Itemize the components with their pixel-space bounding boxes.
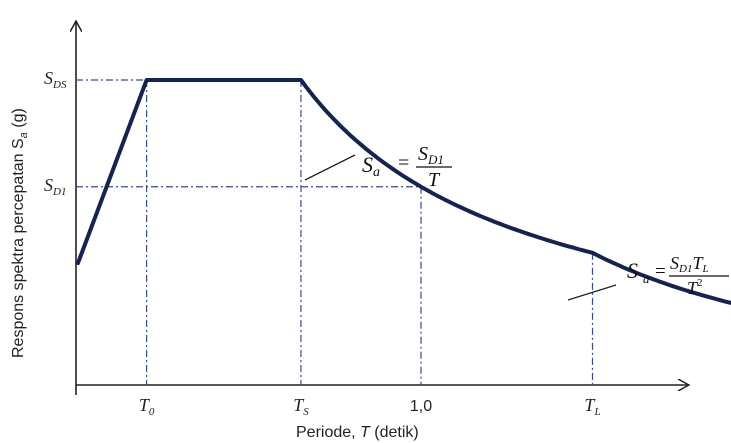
y-tick-label-sub-0: DS bbox=[52, 79, 67, 91]
annotation-mid-lhs-sub: a bbox=[373, 165, 380, 180]
x-tick-label-0: T0 bbox=[139, 395, 155, 418]
annotation-mid-den: T bbox=[428, 169, 441, 191]
x-axis-label: Periode, T (detik) bbox=[296, 424, 419, 441]
annotation-mid: Sa = SD1 T bbox=[362, 143, 452, 191]
y-tick-label-1: SD1 bbox=[44, 175, 66, 198]
y-axis-label: Respons spektra percepatan Sa (g) bbox=[10, 108, 30, 358]
x-tick-label-sub-0: 0 bbox=[149, 406, 155, 418]
annotation-mid-num-sub: D1 bbox=[427, 152, 444, 167]
x-tick-label-main-1: T bbox=[293, 395, 305, 415]
y-tick-label-main-1: S bbox=[44, 175, 53, 195]
annotation-tail-num-tail: T bbox=[692, 253, 704, 273]
annotation-mid-lhs: Sa bbox=[362, 152, 380, 180]
annotation-tail-den-sup: 2 bbox=[697, 277, 703, 289]
y-tick-label-sub-1: D1 bbox=[52, 186, 66, 198]
spectrum-curve bbox=[76, 78, 731, 306]
annotation-tail-num-sub: D1 bbox=[678, 263, 692, 275]
y-tick-label-0: SDS bbox=[44, 68, 67, 91]
y-axis-label-unit: (g) bbox=[10, 108, 27, 132]
x-tick-label-main-3: T bbox=[584, 395, 596, 415]
annotation-tail-den: T2 bbox=[687, 277, 703, 298]
annotation-tail-lhs-main: S bbox=[627, 258, 638, 283]
x-axis-label-var: T bbox=[360, 424, 371, 441]
annotation-mid-leader bbox=[304, 154, 356, 181]
annotation-tail-leader bbox=[567, 284, 617, 301]
x-tick-label-main-0: T bbox=[139, 395, 151, 415]
annotation-tail-den-main: T bbox=[687, 278, 699, 298]
annotation-mid-eq: = bbox=[398, 152, 409, 174]
annotation-tail-lhs-sub: a bbox=[643, 271, 650, 286]
annotation-tail-num-tail-sub: L bbox=[701, 263, 708, 275]
annotation-tail-num-main: S bbox=[670, 253, 679, 273]
y-tick-label-main-0: S bbox=[44, 68, 53, 88]
annotation-tail-num: SD1TL bbox=[670, 253, 709, 275]
x-tick-label-1: TS bbox=[293, 395, 309, 418]
annotation-mid-num-main: S bbox=[418, 143, 428, 165]
x-tick-label-3: TL bbox=[584, 395, 600, 418]
y-axis-label-text: Respons spektra percepatan S bbox=[10, 138, 27, 358]
x-tick-label-main-2: 1,0 bbox=[410, 398, 432, 415]
x-axis-label-unit: (detik) bbox=[370, 424, 419, 441]
annotation-tail-eq: = bbox=[655, 261, 666, 282]
annotation-mid-num: SD1 bbox=[418, 143, 444, 167]
x-tick-label-sub-3: L bbox=[593, 406, 600, 418]
x-tick-label-2: 1,0 bbox=[410, 398, 432, 415]
annotation-mid-lhs-main: S bbox=[362, 152, 373, 177]
y-axis-label-sub: a bbox=[18, 132, 30, 138]
x-axis-label-text: Periode, bbox=[296, 424, 360, 441]
guide-lines bbox=[76, 79, 594, 385]
x-tick-label-sub-1: S bbox=[303, 406, 309, 418]
x-tick-labels: T0 TS 1,0 TL bbox=[139, 395, 601, 418]
